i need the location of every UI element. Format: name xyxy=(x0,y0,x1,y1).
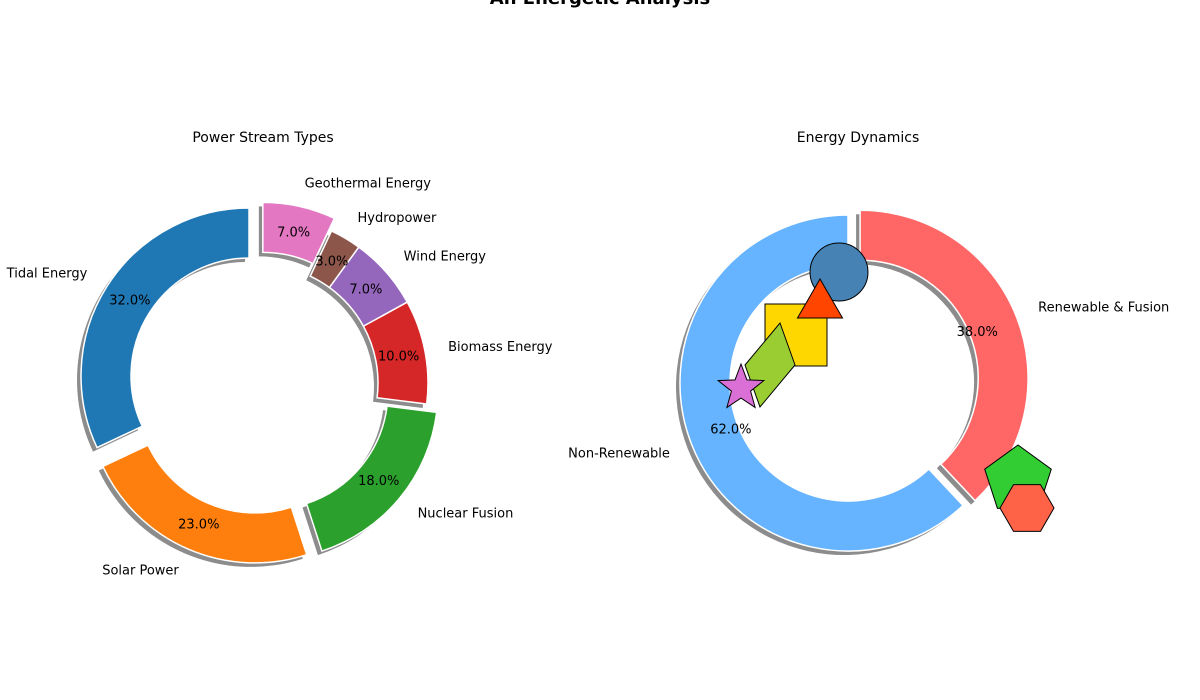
energy-dynamics-donut-chart: Energy Dynamics Non-Renewable 62.0% Renewa… xyxy=(568,130,1169,556)
slice-label-geothermal-energy: Geothermal Energy xyxy=(305,176,432,191)
slice-hydropower xyxy=(309,229,360,289)
slice-label-biomass-energy: Biomass Energy xyxy=(448,340,553,355)
slice-label-hydropower: Hydropower xyxy=(357,211,437,226)
percent-label-non-renewable: 62.0% xyxy=(710,422,751,437)
slice-label-wind-energy: Wind Energy xyxy=(404,249,487,264)
slice-tidal-energy xyxy=(80,207,250,449)
energy-dynamics-chart-title: Energy Dynamics xyxy=(797,130,920,146)
slice-geothermal-energy xyxy=(262,201,336,265)
slice-non-renewable xyxy=(679,214,965,552)
percent-label-solar-power: 23.0% xyxy=(178,517,219,532)
slice-solar-power xyxy=(101,444,308,564)
percent-label-renewable-and-fusion: 38.0% xyxy=(957,325,998,340)
slice-label-non-renewable: Non-Renewable xyxy=(568,447,670,462)
decorative-star-icon xyxy=(716,362,766,409)
percent-label-wind-energy: 7.0% xyxy=(349,283,382,298)
slice-nuclear-fusion xyxy=(305,405,438,553)
percent-label-biomass-energy: 10.0% xyxy=(378,350,419,365)
percent-label-tidal-energy: 32.0% xyxy=(109,293,150,308)
power-stream-chart-title: Power Stream Types xyxy=(192,130,333,146)
percent-label-nuclear-fusion: 18.0% xyxy=(358,474,399,489)
slice-label-renewable-and-fusion: Renewable & Fusion xyxy=(1038,301,1169,316)
figure-title: An Energetic Analysis xyxy=(490,0,710,9)
slice-label-solar-power: Solar Power xyxy=(102,564,179,579)
slice-label-nuclear-fusion: Nuclear Fusion xyxy=(418,506,514,521)
slice-label-tidal-energy: Tidal Energy xyxy=(6,266,88,281)
slice-renewable-and-fusion xyxy=(859,209,1029,502)
percent-label-geothermal-energy: 7.0% xyxy=(277,226,310,241)
decorative-hexagon-icon xyxy=(999,484,1055,532)
decorative-triangle-icon xyxy=(796,278,844,319)
percent-label-hydropower: 3.0% xyxy=(315,255,348,270)
power-stream-donut-chart: Power Stream Types Tidal Energy 32.0% Sola… xyxy=(6,130,553,579)
